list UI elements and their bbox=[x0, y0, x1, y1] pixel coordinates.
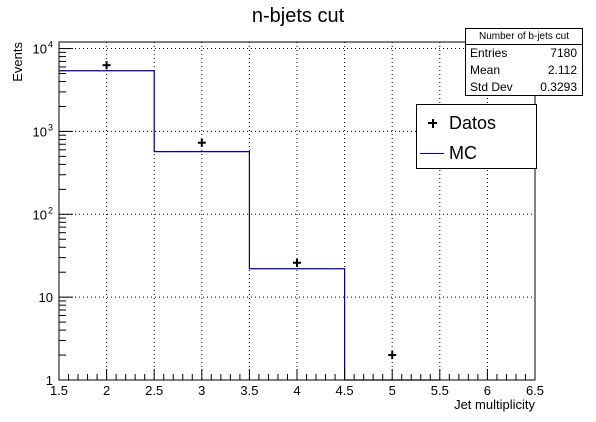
stats-row-mean: Mean 2.112 bbox=[466, 62, 582, 79]
legend: Datos MC bbox=[416, 104, 537, 169]
y-tick-exponent: 4 bbox=[48, 40, 53, 50]
x-tick-label: 2.5 bbox=[145, 383, 163, 398]
stats-row-stddev: Std Dev 0.3293 bbox=[466, 79, 582, 96]
y-tick-label: 10 bbox=[33, 124, 47, 139]
axis-ticks bbox=[58, 48, 536, 381]
x-tick-label: 3.5 bbox=[240, 383, 258, 398]
data-point bbox=[388, 351, 397, 360]
stats-value: 0.3293 bbox=[540, 80, 577, 94]
stats-label: Mean bbox=[470, 63, 501, 77]
x-tick-label: 1.5 bbox=[50, 383, 68, 398]
x-tick-label: 4.5 bbox=[336, 383, 354, 398]
stats-row-entries: Entries 7180 bbox=[466, 45, 582, 62]
stats-label: Entries bbox=[470, 46, 508, 60]
stats-label: Std Dev bbox=[470, 80, 513, 94]
mc-histogram-line bbox=[59, 70, 440, 381]
x-axis-label: Jet multiplicity bbox=[454, 397, 535, 412]
y-tick-label: 1 bbox=[46, 373, 53, 388]
x-tick-label: 5.5 bbox=[431, 383, 449, 398]
legend-item-datos: Datos bbox=[417, 108, 536, 138]
stats-box: Number of b-jets cut Entries 7180 Mean 2… bbox=[465, 28, 583, 96]
legend-item-mc: MC bbox=[417, 138, 536, 168]
x-tick-label: 2 bbox=[103, 383, 110, 398]
chart-title: n-bjets cut bbox=[252, 5, 345, 27]
stats-title: Number of b-jets cut bbox=[466, 29, 582, 45]
x-tick-label: 4 bbox=[293, 383, 300, 398]
mc-histogram bbox=[59, 70, 440, 381]
x-tick-label: 6.5 bbox=[526, 383, 544, 398]
y-axis-label: Events bbox=[10, 42, 25, 82]
legend-label: MC bbox=[449, 142, 477, 163]
y-tick-exponent: 3 bbox=[48, 122, 53, 132]
legend-label: Datos bbox=[449, 112, 497, 133]
y-tick-label: 10 bbox=[33, 207, 47, 222]
line-marker-icon bbox=[417, 138, 447, 168]
x-tick-label: 5 bbox=[389, 383, 396, 398]
stats-value: 7180 bbox=[550, 46, 577, 60]
y-tick-label: 10 bbox=[39, 290, 53, 305]
x-tick-labels: 1.5 2 2.5 3 3.5 4 4.5 5 5.5 6 6.5 bbox=[50, 383, 544, 398]
x-tick-label: 6 bbox=[484, 383, 491, 398]
y-tick-label: 10 bbox=[33, 42, 47, 57]
data-point bbox=[197, 138, 206, 147]
y-tick-exponent: 2 bbox=[48, 205, 53, 215]
stats-value: 2.112 bbox=[547, 63, 577, 77]
x-tick-label: 3 bbox=[198, 383, 205, 398]
data-points bbox=[102, 61, 397, 360]
cross-marker-icon bbox=[417, 108, 447, 138]
data-point bbox=[293, 258, 301, 267]
grid-layer bbox=[59, 42, 535, 380]
data-point bbox=[102, 61, 111, 70]
